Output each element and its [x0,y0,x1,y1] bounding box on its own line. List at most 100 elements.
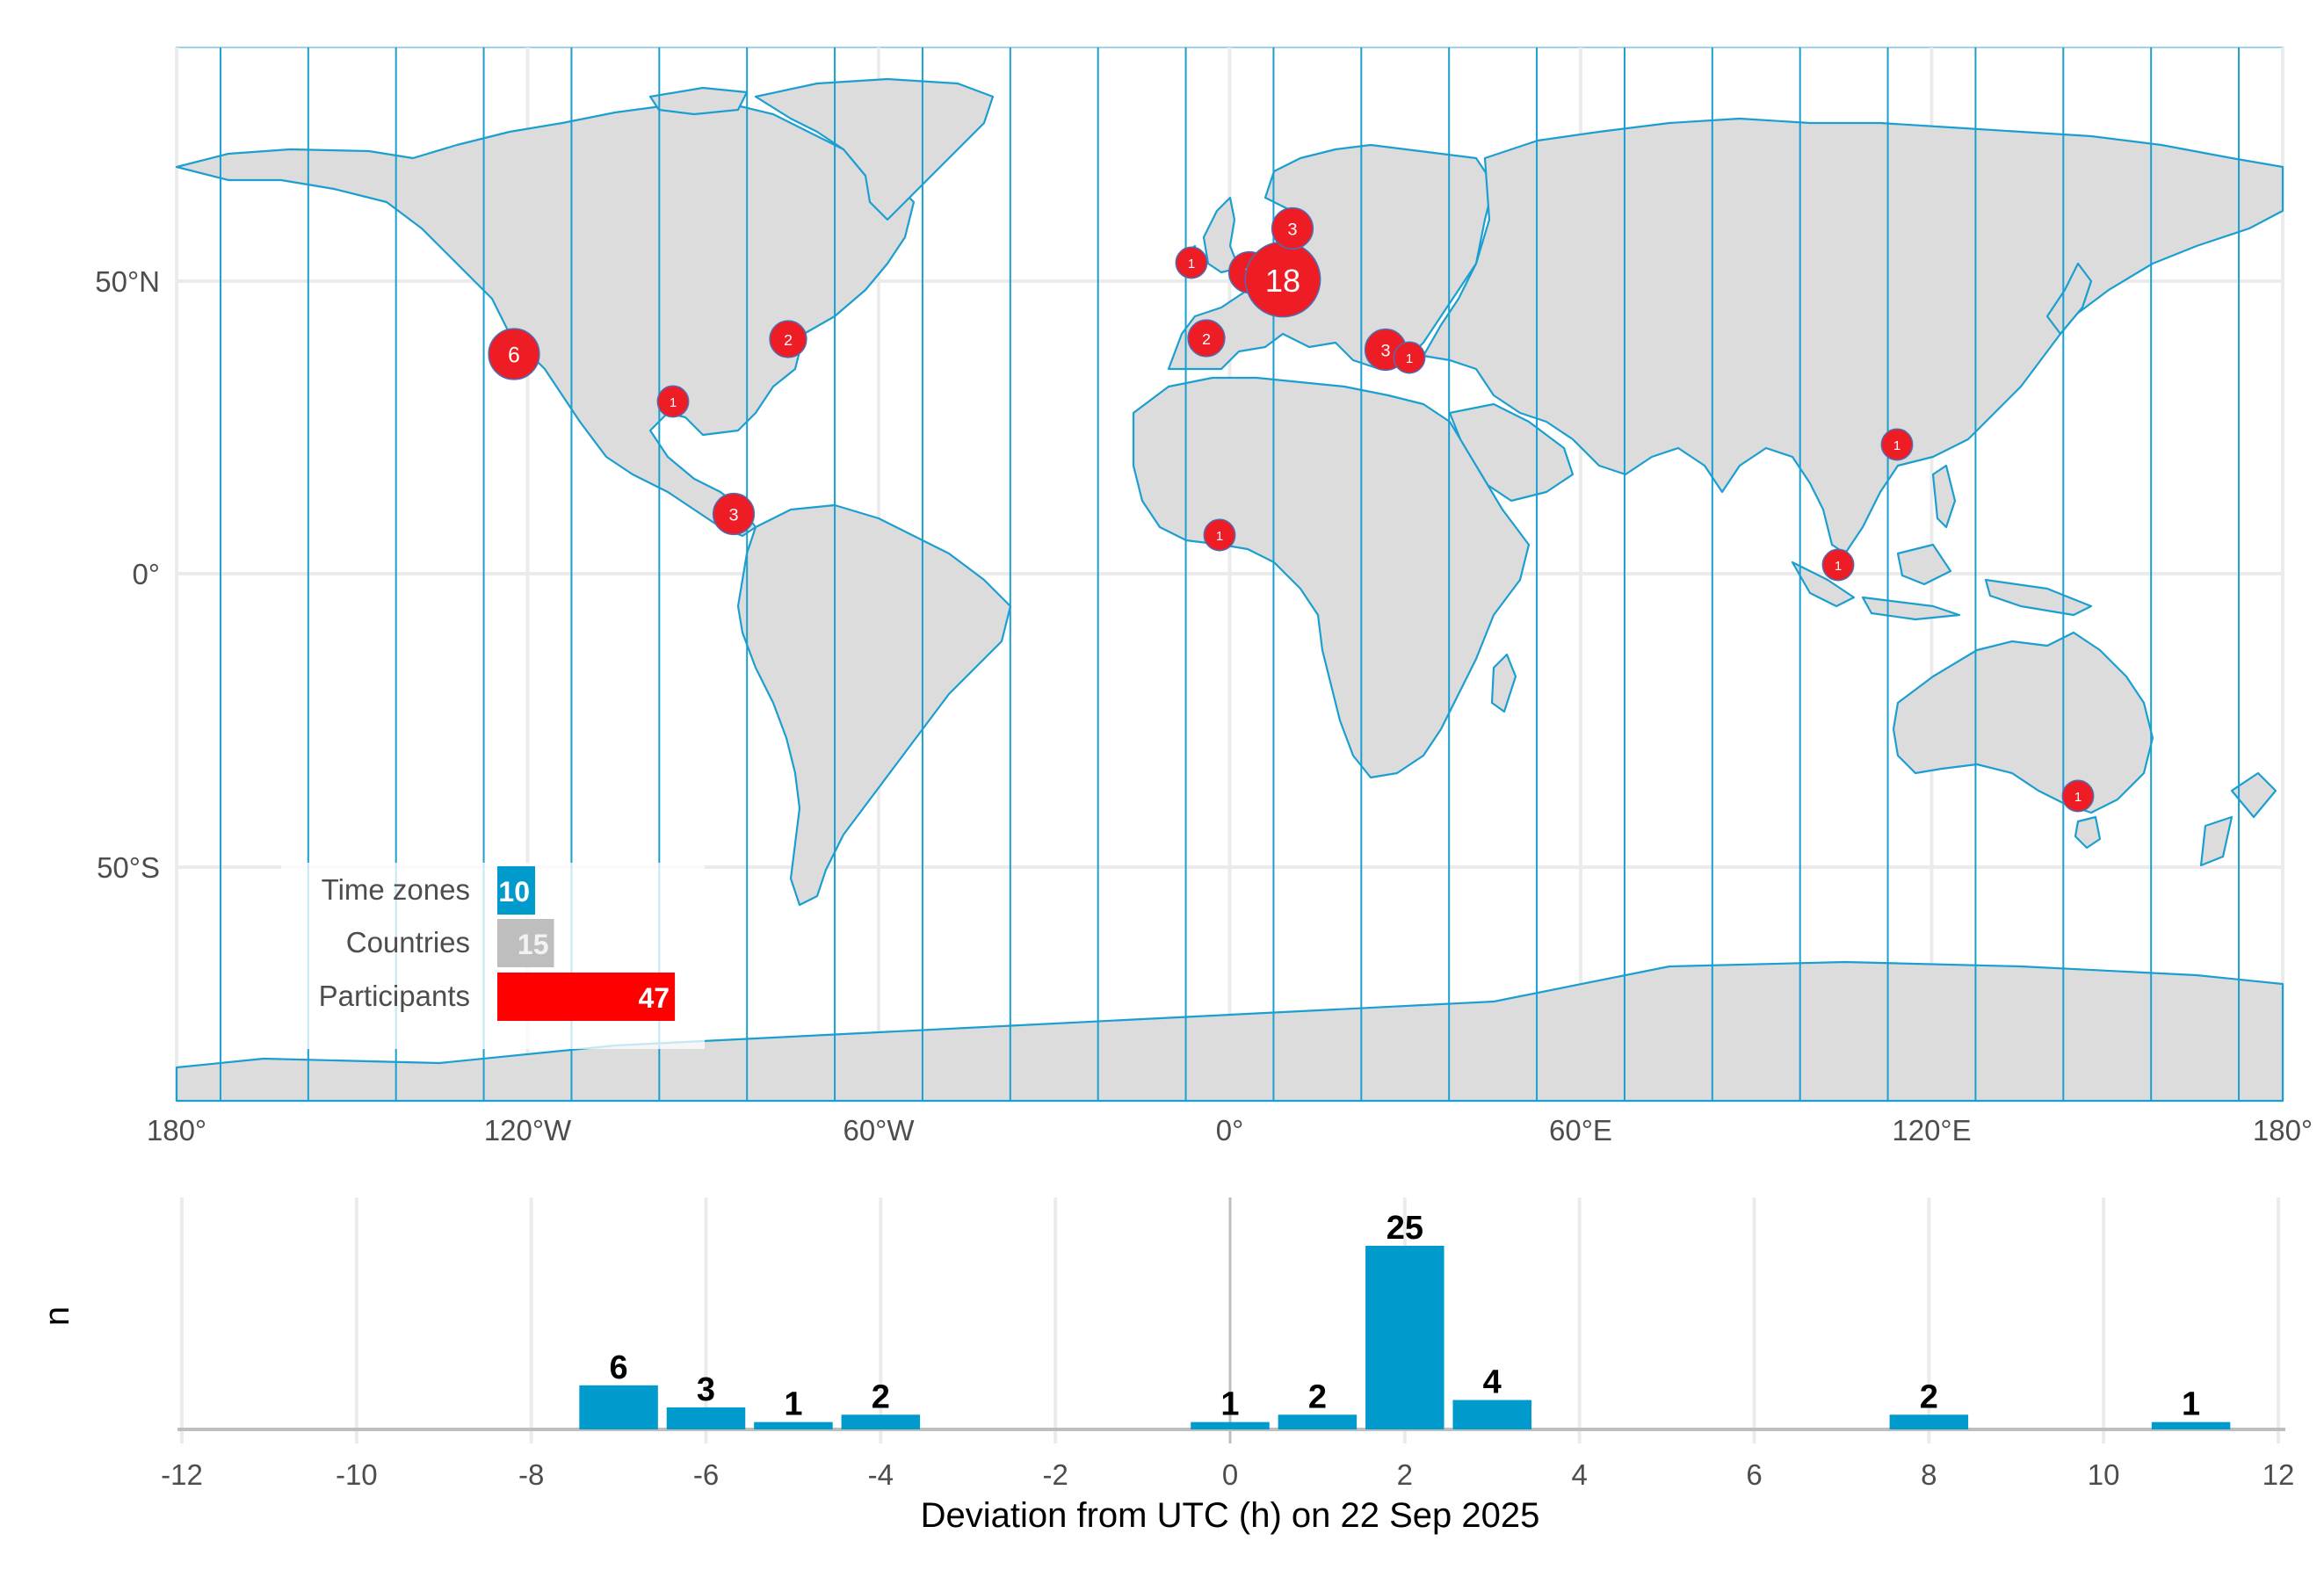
svg-text:10: 10 [498,876,530,908]
bar: 6 [579,1349,658,1429]
antarctica [175,960,2284,1103]
marker-us-east-coast: 2 [769,320,807,358]
svg-text:6: 6 [508,344,520,368]
bar: 2 [841,1378,921,1429]
bar: 25 [1365,1210,1444,1429]
australia [1892,631,2154,814]
x-tick-label: 2 [1397,1458,1413,1491]
marker-singapore: 1 [1821,548,1855,582]
x-tick-label: 6 [1746,1458,1762,1491]
x-tick-label: -10 [336,1458,378,1491]
lon-label: 60°W [843,1114,915,1147]
indonesia [1791,543,2093,621]
tasmania [2074,815,2102,850]
bar: 1 [1191,1386,1270,1429]
svg-text:18: 18 [1265,263,1300,299]
marker-costa-rica: 3 [712,492,756,536]
svg-text:1: 1 [1893,438,1900,453]
marker-australia: 1 [2061,779,2095,813]
legend-row-participants: Participants 47 [319,973,676,1021]
great-britain [1202,196,1241,274]
x-tick-label: -2 [1042,1458,1068,1491]
longitude-axis-labels: 180° 120°W 60°W 0° 60°E 120°E 180° [147,1114,2313,1147]
x-tick-label: -4 [868,1458,894,1491]
bar-value-label: 2 [1308,1378,1327,1415]
participant-markers: 6123123183311111 [488,206,2095,813]
africa [1132,376,1531,779]
bar-value-label: 25 [1386,1210,1423,1247]
bar: 2 [1278,1378,1357,1429]
lat-label: 50°S [97,851,160,884]
timezone-lines [219,47,2241,1101]
svg-text:3: 3 [1287,221,1297,240]
svg-text:Countries: Countries [346,926,470,958]
bar: 2 [1889,1378,1969,1429]
bar-value-label: 1 [2182,1386,2200,1423]
bar-value-label: 4 [1483,1364,1502,1401]
x-tick-label: -6 [693,1458,719,1491]
lat-label: 0° [132,558,160,590]
bar: 4 [1452,1364,1531,1429]
bar: 1 [754,1386,833,1429]
bar-value-label: 3 [697,1371,715,1408]
svg-text:Time zones: Time zones [322,873,470,906]
lon-label: 60°E [1549,1114,1612,1147]
svg-text:1: 1 [1406,351,1413,366]
latitude-axis-labels: 50°N 0° 50°S [95,265,160,884]
x-tick-label: -8 [518,1458,544,1491]
marker-california: 6 [488,328,540,380]
legend-bar [497,973,676,1021]
svg-text:3: 3 [1380,342,1390,361]
x-tick-label: 8 [1921,1458,1937,1491]
bar-value-label: 2 [1920,1378,1938,1415]
svg-text:2: 2 [784,331,793,349]
svg-text:2: 2 [1202,330,1211,348]
marker-ireland: 1 [1175,246,1208,279]
svg-text:1: 1 [1188,257,1195,271]
bar-value-label: 2 [872,1378,890,1415]
bar-value-label: 6 [610,1349,628,1386]
lon-label: 180° [2253,1114,2313,1147]
legend-bar [497,866,535,915]
lat-label: 50°N [95,265,160,298]
japan [2045,262,2093,336]
legend-row-countries: Countries 15 [346,919,554,967]
marker-hong-kong: 1 [1880,428,1914,461]
svg-text:47: 47 [639,982,670,1014]
lon-label: 180° [147,1114,206,1147]
legend-bar [497,919,554,967]
marker-ghana: 1 [1203,518,1236,552]
svg-text:1: 1 [1216,529,1223,544]
svg-text:1: 1 [1835,559,1842,574]
marker-turkey: 1 [1393,341,1426,374]
marker-texas: 1 [656,385,690,418]
lon-label: 120°W [484,1114,572,1147]
x-axis-title: Deviation from UTC (h) on 22 Sep 2025 [921,1496,1540,1535]
svg-text:15: 15 [518,929,549,960]
x-tick-label: 12 [2262,1458,2295,1491]
marker-spain: 2 [1187,319,1226,358]
summary-legend: Time zones 10 Countries 15 Participants 47 [281,863,705,1049]
bar-value-label: 1 [784,1386,802,1423]
svg-text:1: 1 [2074,790,2081,805]
bar: 3 [666,1371,746,1429]
philippines [1931,464,1957,529]
svg-text:1: 1 [670,395,677,410]
y-axis-title: n [38,1306,76,1326]
legend-row-time-zones: Time zones 10 [322,866,535,915]
x-axis-tick-labels: -12 -10 -8 -6 -4 -2 0 2 4 6 8 10 12 [161,1458,2294,1491]
lon-label: 120°E [1892,1114,1971,1147]
x-tick-label: 0 [1222,1458,1238,1491]
bars: 6 3 1 2 1 2 25 4 2 1 [579,1210,2231,1429]
madagascar [1490,653,1517,713]
marker-denmark: 3 [1271,206,1314,250]
asia [1422,117,2284,555]
bar-value-label: 1 [1220,1386,1239,1423]
bar: 1 [2151,1386,2231,1429]
x-tick-label: -12 [161,1458,203,1491]
marker-germany: 18 [1244,241,1321,318]
svg-text:3: 3 [728,506,738,525]
x-tick-label: 4 [1571,1458,1587,1491]
svg-text:Participants: Participants [319,980,470,1012]
